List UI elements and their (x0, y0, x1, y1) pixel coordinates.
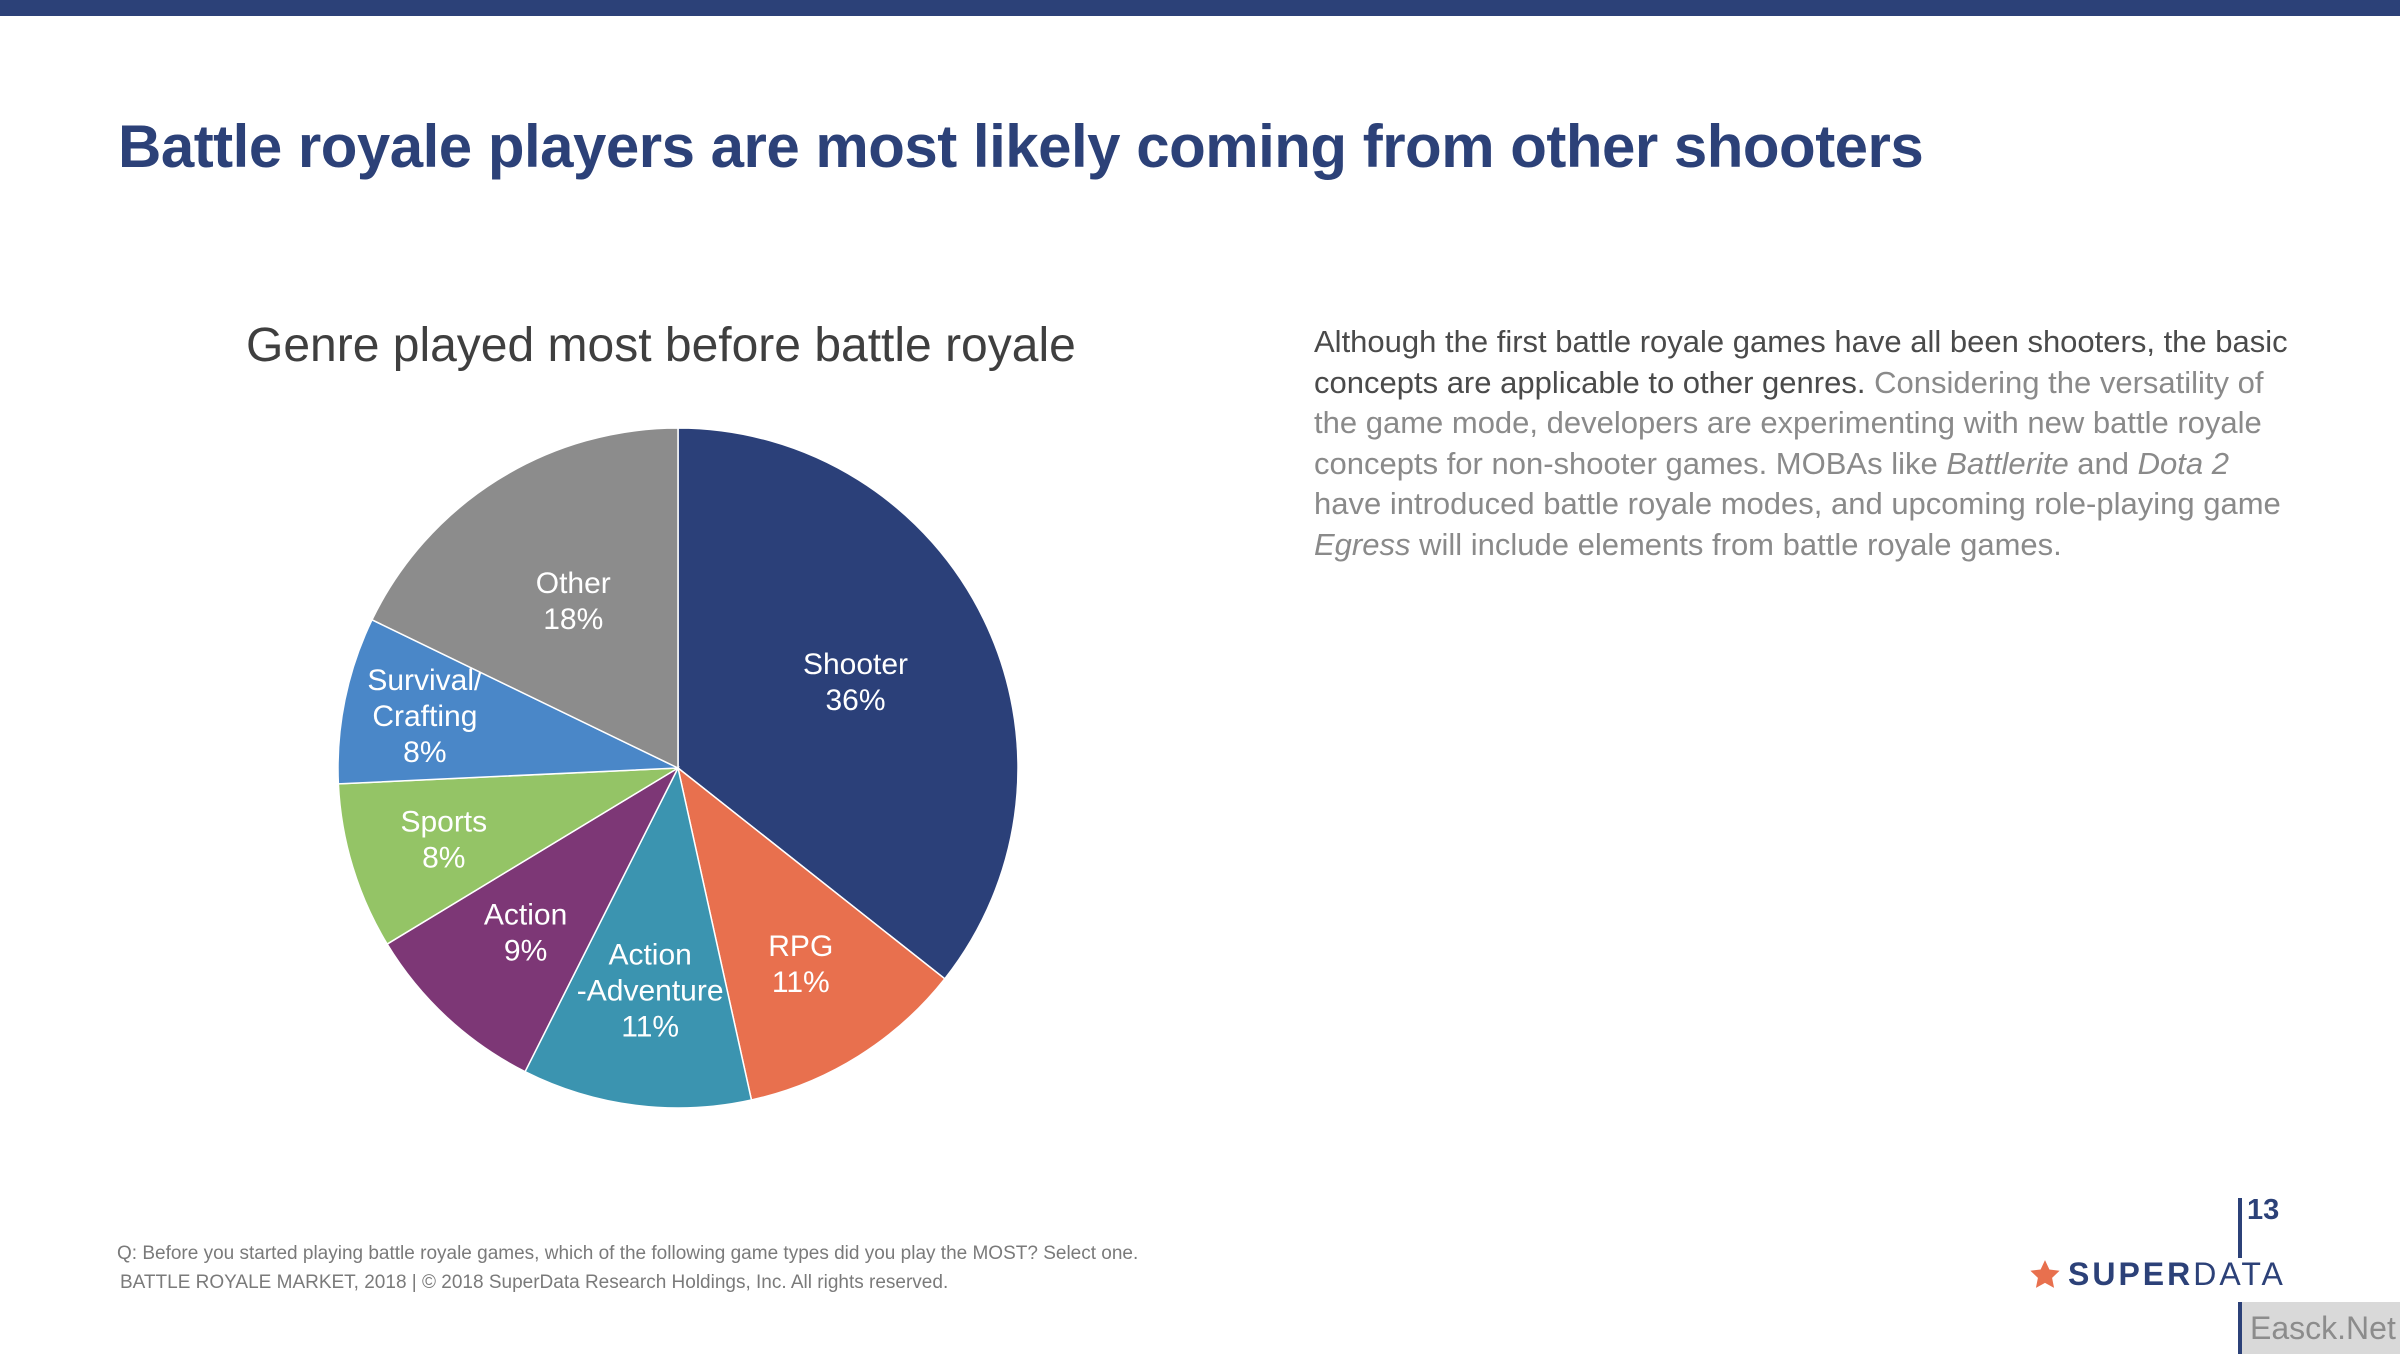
page-number: 13 (2247, 1194, 2280, 1226)
star-icon (2030, 1259, 2060, 1288)
data-label-category: Action (484, 899, 567, 932)
data-label-value: 9% (504, 935, 547, 968)
data-label-category: Sports (400, 805, 487, 838)
data-label-category: Survival/ (367, 664, 483, 697)
commentary-part: and (2068, 445, 2138, 481)
pie-slice-action (386, 766, 680, 1073)
commentary-part: have introduced battle royale modes, and… (1314, 486, 2281, 521)
chart-title: Genre played most before battle royale (246, 319, 1076, 372)
data-label-category: Shooter (803, 648, 908, 681)
logo-text-light: DATA (2193, 1256, 2286, 1292)
page-number-divider (2238, 1198, 2242, 1258)
pie-slice-survival-crafting (337, 618, 679, 785)
copyright-notice: BATTLE ROYALE MARKET, 2018 | © 2018 Supe… (120, 1272, 949, 1293)
game-title: Dota 2 (2137, 445, 2229, 481)
data-label-value: 18% (543, 603, 603, 636)
commentary-lead: Although the first battle royale games h… (1314, 324, 2288, 400)
data-label-value: 8% (403, 736, 446, 769)
commentary-text: Although the first battle royale games h… (1314, 322, 2294, 565)
watermark: Easck.Net (2242, 1302, 2400, 1354)
survey-question-footnote: Q: Before you started playing battle roy… (117, 1243, 1139, 1264)
pie-slice-sports (337, 767, 679, 946)
data-label-category: -Adventure (577, 975, 724, 1008)
watermark-divider (2238, 1302, 2242, 1354)
data-label-category: Other (536, 567, 611, 600)
page-title: Battle royale players are most likely co… (118, 113, 1924, 180)
commentary-part: will include elements from battle royale… (1410, 526, 2062, 562)
data-label-value: 11% (772, 966, 830, 999)
data-label-category: Crafting (372, 700, 477, 733)
data-label-category: Action (608, 939, 691, 972)
superdata-logo: SUPER DATA (2028, 1256, 2286, 1293)
game-title: Battlerite (1946, 445, 2069, 481)
pie-slice-shooter (677, 427, 1019, 980)
logo-text-bold: SUPER (2068, 1256, 2194, 1292)
top-accent-bar (0, 0, 2400, 16)
pie-slice-action-adventure (524, 765, 753, 1109)
data-label-value: 11% (621, 1011, 679, 1044)
data-label-category: RPG (768, 930, 833, 963)
pie-slice-rpg (676, 766, 946, 1101)
commentary-part: Considering the versatility of the game … (1314, 364, 2264, 481)
game-title: Egress (1314, 526, 1411, 562)
pie-slice-other (370, 427, 679, 770)
data-label-value: 36% (825, 684, 885, 717)
data-label-value: 8% (422, 841, 465, 874)
